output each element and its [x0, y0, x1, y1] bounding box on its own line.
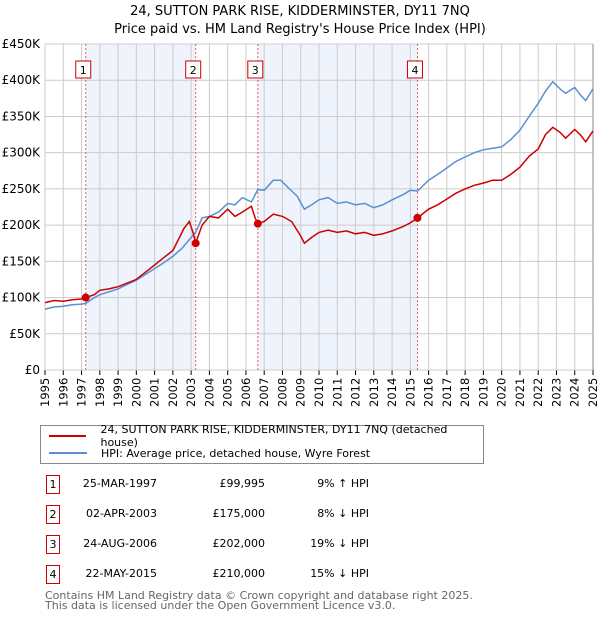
x-tick-label: 2004: [202, 378, 216, 407]
transaction-row: 2 02-APR-2003 £175,000 8% ↓ HPI: [0, 505, 600, 524]
x-tick-label: 2018: [458, 378, 472, 407]
sale-label-box: [75, 60, 92, 79]
transaction-hpi-diff: 8% ↓ HPI: [317, 507, 369, 520]
sale-label: 4: [411, 64, 418, 77]
chart-title: 24, SUTTON PARK RISE, KIDDERMINSTER, DY1…: [130, 4, 470, 19]
x-tick-label: 2015: [403, 378, 417, 407]
y-tick-label: £350K: [2, 109, 42, 123]
transaction-price: £210,000: [212, 567, 266, 580]
x-tick-label: 2013: [367, 378, 381, 407]
shaded-period: [85, 44, 196, 370]
transaction-hpi-diff: 19% ↓ HPI: [310, 537, 369, 550]
sale-point: [81, 293, 90, 302]
x-tick-label: 2022: [531, 378, 545, 407]
chart-subtitle: Price paid vs. HM Land Registry's House …: [114, 22, 486, 37]
x-tick-label: 2023: [549, 378, 563, 407]
sale-label: 1: [80, 64, 87, 77]
sale-label-box: [247, 60, 264, 79]
x-tick-label: 2016: [422, 378, 436, 407]
sale-label: 3: [252, 64, 259, 77]
transaction-price: £202,000: [212, 537, 266, 550]
x-tick-label: 2003: [184, 378, 198, 407]
transaction-date: 22-MAY-2015: [85, 567, 157, 580]
x-tick-label: 2011: [330, 378, 344, 407]
x-tick-label: 2025: [586, 378, 600, 407]
y-tick-label: £100K: [2, 291, 42, 305]
legend-item-property: 24, SUTTON PARK RISE, KIDDERMINSTER, DY1…: [49, 423, 483, 449]
y-tick-label: £0: [25, 363, 40, 377]
legend-label-hpi: HPI: Average price, detached house, Wyre…: [101, 446, 371, 460]
sale-point: [253, 219, 262, 228]
transaction-price: £175,000: [212, 507, 266, 520]
x-tick-label: 1995: [38, 378, 52, 407]
x-tick-label: 2021: [513, 378, 527, 407]
price-chart: 1995 1996 1997 1998 1999 2000 2001 2002 2003 2004…: [2, 37, 600, 407]
x-tick-label: 2017: [440, 378, 454, 407]
x-tick-label: 2012: [349, 378, 363, 407]
legend-label-property: 24, SUTTON PARK RISE, KIDDERMINSTER, DY1…: [100, 423, 448, 449]
x-tick-label: 2010: [312, 378, 326, 407]
legend: 24, SUTTON PARK RISE, KIDDERMINSTER, DY1…: [40, 423, 484, 464]
x-tick-label: 2002: [166, 378, 180, 407]
y-tick-label: £250K: [2, 182, 42, 196]
transaction-hpi-diff: 9% ↑ HPI: [317, 477, 369, 490]
x-tick-label: 2006: [239, 378, 253, 407]
sale-label-box: [406, 60, 423, 79]
footer-copyright: Contains HM Land Registry data © Crown c…: [45, 589, 473, 602]
transaction-row: 1 25-MAR-1997 £99,995 9% ↑ HPI: [0, 475, 600, 494]
x-tick-label: 2001: [148, 378, 162, 407]
transaction-date: 24-AUG-2006: [83, 537, 157, 550]
transaction-number: 2: [46, 505, 60, 524]
transaction-number: 4: [46, 565, 60, 584]
transaction-row: 3 24-AUG-2006 £202,000 19% ↓ HPI: [0, 535, 600, 554]
x-tick-label: 2014: [385, 378, 399, 407]
x-tick-label: 2009: [294, 378, 308, 407]
x-tick-label: 2024: [568, 378, 582, 407]
y-tick-label: £50K: [9, 327, 41, 341]
transaction-number: 3: [46, 535, 60, 554]
x-tick-label: 2020: [495, 378, 509, 407]
transaction-price: £99,995: [219, 477, 266, 490]
x-tick-label: 2007: [257, 378, 271, 407]
sale-point: [191, 239, 200, 248]
x-tick-label: 2005: [221, 378, 235, 407]
x-tick-label: 1997: [75, 378, 89, 407]
y-tick-label: £150K: [2, 254, 42, 268]
y-tick-label: £450K: [2, 37, 42, 51]
y-tick-label: £400K: [2, 73, 42, 87]
legend-swatch-property: [49, 435, 87, 437]
x-tick-label: 1996: [56, 378, 70, 407]
sale-label: 2: [190, 64, 197, 77]
x-tick-label: 1999: [111, 378, 125, 407]
sale-point: [413, 213, 422, 222]
x-tick-label: 2019: [476, 378, 490, 407]
x-tick-label: 2008: [275, 378, 289, 407]
x-tick-label: 1998: [93, 378, 107, 407]
legend-item-hpi: HPI: Average price, detached house, Wyre…: [49, 445, 370, 461]
y-tick-label: £300K: [2, 146, 42, 160]
transaction-number: 1: [46, 475, 60, 494]
legend-swatch-hpi: [49, 452, 87, 454]
transaction-date: 02-APR-2003: [85, 507, 157, 520]
transaction-date: 25-MAR-1997: [82, 477, 157, 490]
sale-label-box: [185, 60, 202, 79]
y-tick-label: £200K: [2, 218, 42, 232]
x-tick-label: 2000: [129, 378, 143, 407]
transaction-hpi-diff: 15% ↓ HPI: [310, 567, 369, 580]
property-price-line: [44, 126, 594, 304]
transaction-row: 4 22-MAY-2015 £210,000 15% ↓ HPI: [0, 565, 600, 584]
footer-licence: This data is licensed under the Open Gov…: [45, 599, 396, 612]
